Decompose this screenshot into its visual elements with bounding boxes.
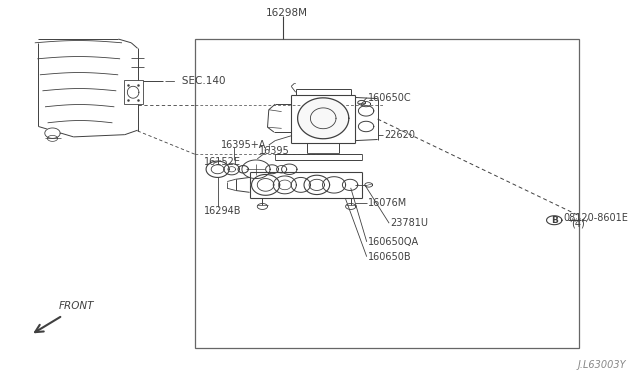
Text: 16076M: 16076M (368, 198, 407, 208)
Text: FRONT: FRONT (59, 301, 94, 311)
Polygon shape (252, 174, 280, 195)
Text: 16294B: 16294B (204, 206, 241, 216)
Polygon shape (282, 164, 297, 174)
Text: 08120-8601E: 08120-8601E (563, 213, 628, 222)
Polygon shape (342, 179, 358, 190)
Polygon shape (304, 175, 330, 195)
Polygon shape (206, 161, 229, 177)
Text: 16395+A: 16395+A (221, 140, 266, 150)
Text: 16298M: 16298M (266, 8, 308, 18)
Text: 160650C: 160650C (368, 93, 412, 103)
Text: J.L63003Y: J.L63003Y (577, 360, 626, 370)
Bar (195, 39, 579, 348)
Polygon shape (127, 86, 139, 98)
Polygon shape (238, 166, 248, 173)
Polygon shape (358, 106, 374, 116)
Polygon shape (291, 177, 310, 192)
Bar (124, 80, 143, 104)
Text: 22620: 22620 (384, 130, 415, 140)
Text: —  SEC.140: — SEC.140 (165, 76, 226, 86)
Polygon shape (224, 164, 239, 175)
Polygon shape (273, 176, 296, 194)
Text: (4): (4) (572, 218, 585, 228)
Text: B: B (551, 216, 557, 225)
Text: 16395: 16395 (259, 146, 290, 155)
Text: 160650B: 160650B (368, 252, 412, 262)
Polygon shape (323, 177, 346, 193)
Polygon shape (358, 121, 374, 132)
Polygon shape (242, 160, 270, 179)
Polygon shape (266, 165, 278, 174)
Polygon shape (45, 128, 60, 138)
Polygon shape (298, 98, 349, 139)
Text: 160650QA: 160650QA (368, 237, 419, 247)
Text: 16152E: 16152E (204, 157, 241, 167)
Text: 23781U: 23781U (390, 218, 428, 228)
